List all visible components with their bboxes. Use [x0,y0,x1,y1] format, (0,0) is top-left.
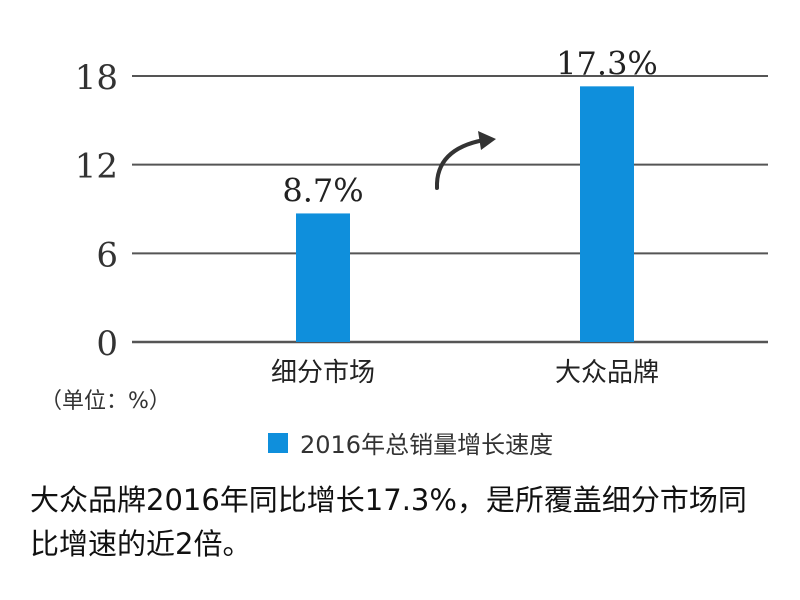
bar [296,213,350,342]
y-tick-label: 12 [75,147,118,187]
y-tick-label: 6 [96,235,118,275]
data-label: 8.7% [282,171,363,209]
bar-chart: 0 6 12 18 8.7% 细分市场 17.3% 大众品牌 [75,44,768,388]
x-tick-label: 细分市场 [271,358,375,388]
y-tick-label: 0 [96,324,118,364]
curved-arrow-icon [434,138,486,190]
legend-label: 2016年总销量增长速度 [300,431,554,459]
arrow-head-icon [478,131,496,150]
legend-swatch [268,432,288,453]
data-label: 17.3% [556,44,658,82]
caption-text: 大众品牌2016年同比增长17.3%，是所覆盖细分市场同比增速的近2倍。 [30,483,747,561]
unit-label: （单位：%） [40,389,171,414]
y-tick-label: 18 [75,58,118,98]
legend: 2016年总销量增长速度 [268,425,553,460]
x-tick-label: 大众品牌 [555,358,659,388]
bar [580,86,634,342]
